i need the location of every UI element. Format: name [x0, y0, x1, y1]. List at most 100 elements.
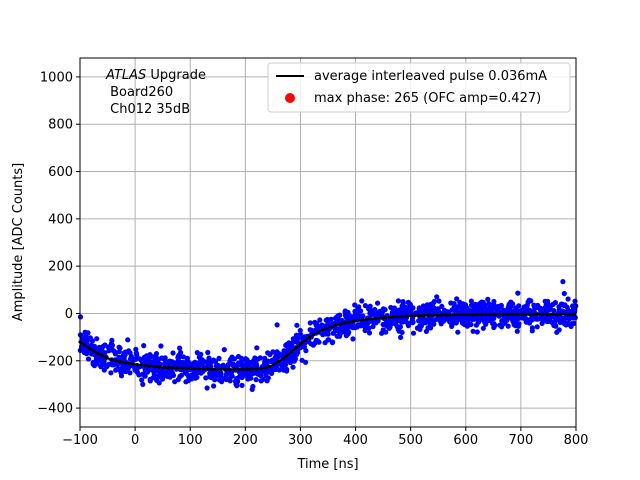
scatter-point	[106, 361, 112, 367]
scatter-point	[241, 370, 247, 376]
average-pulse-point	[435, 313, 439, 317]
scatter-point	[339, 317, 345, 324]
scatter-point	[375, 300, 381, 306]
scatter-point	[326, 337, 332, 343]
annotation-line-1: ATLAS Upgrade	[105, 68, 206, 83]
average-pulse-point	[563, 312, 567, 316]
scatter-point	[249, 359, 255, 365]
scatter-point	[102, 362, 108, 368]
scatter-point	[85, 356, 92, 362]
legend-entry-max-phase: max phase: 265 (OFC amp=0.427)	[314, 91, 541, 106]
average-pulse-point	[171, 366, 175, 370]
scatter-point	[94, 336, 100, 342]
y-axis-ticks: −400 −200 0 200 400 600 800 1000	[37, 70, 80, 417]
average-pulse-point	[237, 367, 241, 371]
scatter-point	[561, 290, 567, 297]
average-pulse-point	[223, 367, 228, 371]
average-pulse-point	[422, 313, 426, 318]
scatter-point	[542, 298, 548, 304]
scatter-point	[155, 375, 161, 381]
average-pulse-point	[334, 323, 338, 327]
average-pulse-point	[272, 362, 276, 366]
average-pulse-point	[532, 312, 536, 316]
scatter-point	[373, 320, 379, 326]
scatter-point	[115, 366, 121, 372]
annotation-line-3: Ch012 35dB	[106, 102, 190, 117]
scatter-point	[175, 353, 182, 359]
scatter-point	[377, 309, 383, 315]
scatter-point	[505, 323, 511, 329]
scatter-point	[125, 337, 131, 343]
scatter-point	[233, 381, 239, 387]
average-pulse-point	[484, 312, 488, 317]
scatter-point	[476, 319, 482, 325]
scatter-point	[426, 318, 432, 324]
x-tick-label-7: 600	[453, 433, 478, 448]
scatter-point	[437, 318, 443, 324]
scatter-point	[159, 355, 165, 361]
scatter-point	[524, 317, 530, 323]
scatter-point	[180, 354, 186, 360]
scatter-point	[79, 334, 86, 340]
x-tick-label-5: 400	[343, 433, 368, 448]
scatter-point	[335, 326, 341, 332]
average-pulse-point	[391, 315, 395, 319]
average-pulse-point	[281, 357, 285, 361]
average-pulse-point	[241, 367, 245, 371]
scatter-point	[292, 356, 298, 362]
scatter-point	[253, 377, 259, 383]
scatter-point	[257, 355, 263, 361]
scatter-point	[417, 309, 423, 316]
scatter-point	[550, 301, 556, 307]
scatter-point	[465, 307, 472, 313]
average-pulse-point	[320, 328, 325, 332]
scatter-point	[515, 323, 522, 329]
scatter-point	[175, 359, 181, 365]
scatter-point	[293, 352, 299, 358]
scatter-point	[572, 315, 578, 321]
scatter-point	[195, 360, 201, 366]
grid-lines	[79, 58, 577, 427]
scatter-point	[410, 305, 416, 311]
scatter-point	[243, 356, 249, 362]
scatter-point	[216, 355, 222, 361]
scatter-point	[211, 357, 217, 363]
scatter-point	[307, 320, 313, 326]
scatter-point	[153, 351, 160, 357]
scatter-point	[194, 350, 200, 356]
scatter-point	[203, 375, 209, 381]
average-pulse-point	[523, 312, 527, 316]
scatter-point	[136, 372, 142, 378]
scatter-point	[445, 309, 452, 315]
legend-box	[267, 62, 571, 113]
average-pulse-point	[157, 365, 161, 369]
scatter-point	[308, 341, 314, 347]
scatter-point	[391, 305, 397, 311]
average-pulse-point	[417, 314, 422, 318]
average-pulse-point	[113, 358, 117, 362]
scatter-point	[468, 321, 474, 328]
scatter-point	[399, 303, 405, 309]
plot-frame	[79, 57, 577, 428]
average-pulse-point	[96, 351, 100, 355]
average-pulse-point	[347, 320, 351, 324]
scatter-point	[430, 321, 436, 327]
x-tick-label-4: 300	[288, 433, 313, 448]
scatter-point	[265, 350, 271, 356]
scatter-point	[286, 340, 292, 346]
scatter-point	[93, 355, 100, 361]
scatter-point	[409, 318, 415, 324]
scatter-point	[170, 372, 177, 378]
x-tick-label-2: 100	[178, 433, 203, 448]
average-pulse-point	[545, 312, 549, 316]
scatter-point	[398, 334, 404, 340]
scatter-point	[139, 377, 145, 383]
scatter-point	[151, 368, 157, 374]
average-pulse-point	[148, 364, 153, 368]
average-pulse-point	[360, 318, 364, 322]
scatter-point	[565, 296, 571, 302]
scatter-point	[537, 307, 543, 313]
scatter-point	[474, 304, 480, 310]
average-pulse-point	[404, 314, 408, 318]
average-pulse-point	[369, 317, 373, 321]
